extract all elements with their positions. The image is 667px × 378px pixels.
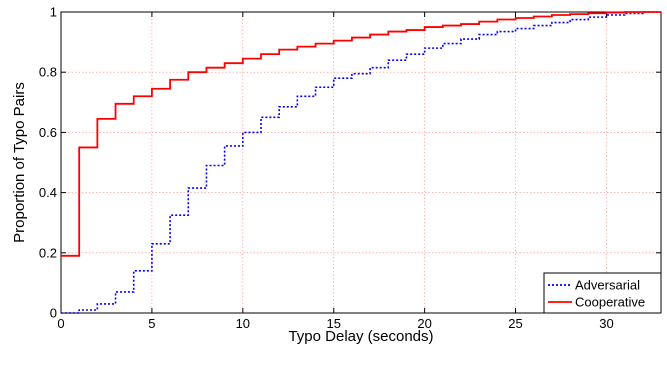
x-tick-label: 0 xyxy=(57,316,64,331)
x-tick-label: 25 xyxy=(508,316,522,331)
y-tick-label: 0.2 xyxy=(39,245,57,260)
series-line-cooperative xyxy=(61,11,661,257)
x-tick-label: 30 xyxy=(599,316,613,331)
y-tick-label: 0.6 xyxy=(39,125,57,140)
y-axis-label: Proportion of Typo Pairs xyxy=(11,82,28,243)
legend-box xyxy=(543,272,662,314)
y-tick-label: 0.4 xyxy=(39,185,57,200)
x-axis-label: Typo Delay (seconds) xyxy=(288,328,433,345)
x-tick-label: 10 xyxy=(236,316,250,331)
plot-frame xyxy=(60,11,662,314)
legend-label-cooperative: Cooperative xyxy=(575,295,645,310)
x-tick-label: 20 xyxy=(417,316,431,331)
x-tick-label: 5 xyxy=(148,316,155,331)
series-line-adversarial xyxy=(61,11,661,314)
x-tick-label: 15 xyxy=(326,316,340,331)
ticks: 0 5 10 15 20 25 30 0 0.2 0.4 0.6 0.8 1 xyxy=(39,5,661,331)
grid xyxy=(61,12,661,313)
y-tick-label: 0 xyxy=(50,306,57,321)
y-tick-label: 0.8 xyxy=(39,65,57,80)
legend: Adversarial Cooperative xyxy=(543,272,662,314)
series-group xyxy=(61,11,661,314)
y-tick-label: 1 xyxy=(50,5,57,20)
legend-label-adversarial: Adversarial xyxy=(575,278,640,293)
